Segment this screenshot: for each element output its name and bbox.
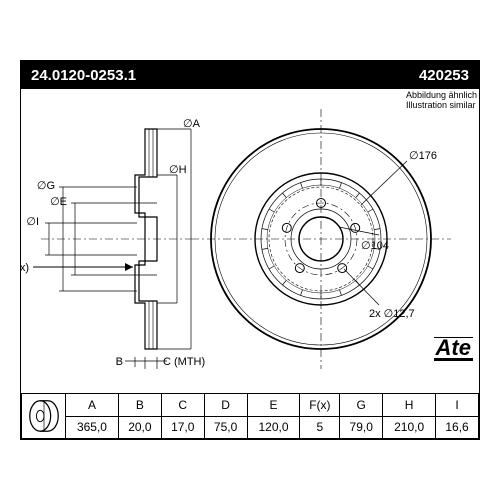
val-E: 120,0: [247, 416, 300, 439]
val-D: 75,0: [204, 416, 247, 439]
val-G: 79,0: [340, 416, 383, 439]
brand-logo: Ate: [434, 337, 473, 361]
side-view: ∅I ∅G ∅E ∅H ∅A F(x) B D C (MTH): [21, 118, 205, 369]
col-H: H: [383, 394, 436, 417]
label-d176: ∅176: [409, 150, 437, 162]
lbl-I: ∅I: [26, 216, 39, 228]
val-B: 20,0: [118, 416, 161, 439]
label-d104: ∅104: [361, 240, 389, 252]
col-B: B: [118, 394, 161, 417]
val-H: 210,0: [383, 416, 436, 439]
col-G: G: [340, 394, 383, 417]
lbl-A: ∅A: [183, 118, 201, 130]
lbl-G: ∅G: [37, 180, 55, 192]
col-C: C: [161, 394, 204, 417]
col-F: F(x): [300, 394, 340, 417]
val-I: 16,6: [436, 416, 479, 439]
val-F: 5: [300, 416, 340, 439]
lbl-F: F(x): [21, 262, 29, 274]
spec-table: A B C D E F(x) G H I 365,0 20,0 17,0 75,…: [21, 393, 479, 439]
disc-icon-cell: [22, 394, 66, 439]
lbl-B: B: [116, 356, 123, 368]
lbl-D: D: [121, 368, 129, 369]
lbl-H: ∅H: [169, 164, 187, 176]
drawing-frame: 24.0120-0253.1 420253 Abbildung ähnlich …: [20, 60, 480, 440]
front-view: ∅176 ∅104 2x ∅12,7: [191, 109, 451, 369]
table-row: 365,0 20,0 17,0 75,0 120,0 5 79,0 210,0 …: [22, 416, 479, 439]
col-I: I: [436, 394, 479, 417]
col-A: A: [66, 394, 119, 417]
col-E: E: [247, 394, 300, 417]
val-C: 17,0: [161, 416, 204, 439]
part-number-primary: 24.0120-0253.1: [31, 67, 136, 84]
technical-drawing: ∅176 ∅104 2x ∅12,7: [21, 89, 479, 369]
col-D: D: [204, 394, 247, 417]
val-A: 365,0: [66, 416, 119, 439]
part-number-secondary: 420253: [419, 67, 469, 84]
table-header-row: A B C D E F(x) G H I: [22, 394, 479, 417]
header-bar: 24.0120-0253.1 420253: [21, 61, 479, 89]
disc-icon: [25, 397, 63, 435]
lbl-C: C (MTH): [163, 356, 205, 368]
label-bolts: 2x ∅12,7: [369, 308, 415, 320]
lbl-E: ∅E: [50, 196, 67, 208]
